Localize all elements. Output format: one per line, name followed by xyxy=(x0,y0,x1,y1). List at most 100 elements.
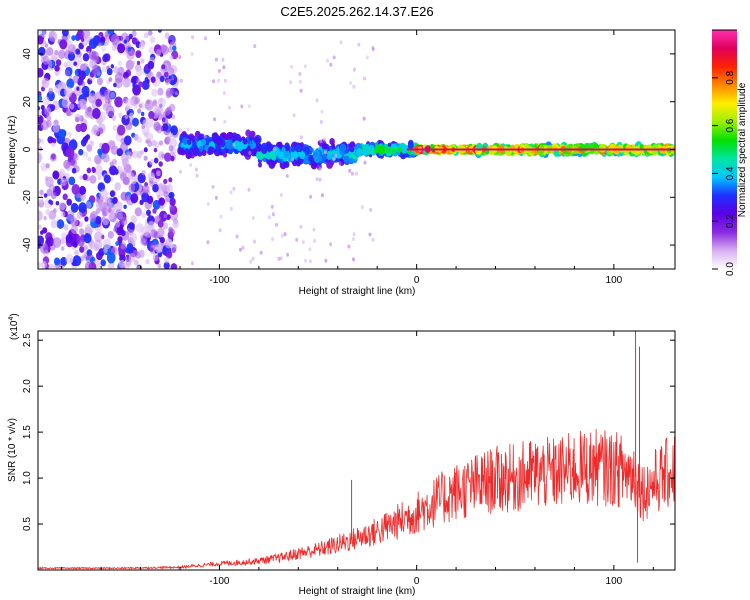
spectrogram-cell xyxy=(43,193,48,198)
spectrogram-cell xyxy=(91,64,101,75)
spectrogram-cell xyxy=(188,133,195,142)
spectrogram-cell xyxy=(78,202,87,214)
spectrogram-cell xyxy=(117,43,126,54)
spectrogram-cell xyxy=(128,33,133,40)
spectrogram-cell xyxy=(318,177,322,182)
spectrogram-cell xyxy=(86,144,93,152)
spectrogram-cell xyxy=(94,231,103,243)
spectrogram-cell xyxy=(62,193,68,201)
spectrogram-cell xyxy=(332,55,336,60)
y-tick-label: -20 xyxy=(22,190,33,205)
spectrogram-cell xyxy=(353,67,356,72)
spectrogram-cell xyxy=(164,256,170,264)
spectrogram-cell xyxy=(156,170,161,177)
spectrogram-cell xyxy=(88,50,97,61)
spectrogram-cell xyxy=(114,182,121,191)
spectrogram-cell xyxy=(308,259,312,264)
spectrogram-cell xyxy=(84,216,89,222)
spectrogram-cell xyxy=(80,196,86,202)
spectrogram-cell xyxy=(360,205,364,210)
spectrogram-cell xyxy=(149,247,154,253)
colorbar-ticks: 0.0 0.2 0.4 0.6 0.8 xyxy=(712,29,737,276)
spectrogram-cell xyxy=(107,261,115,269)
spectrogram-cell xyxy=(299,224,303,229)
x-tick-label: 0 xyxy=(414,275,420,286)
spectrogram-cell xyxy=(298,79,302,84)
spectrogram-cell xyxy=(129,232,138,243)
spectrogram-y-axis-label: Frequency (Hz) xyxy=(7,116,18,185)
spectrogram-cell xyxy=(301,240,305,245)
spectrogram-cell xyxy=(356,148,363,157)
spectrogram-cell xyxy=(48,263,56,269)
spectrogram-cell xyxy=(352,257,355,262)
spectrogram-cell xyxy=(135,50,142,58)
spectrogram-cell xyxy=(134,96,141,105)
spectrogram-cell xyxy=(224,78,227,83)
spectrogram-cell xyxy=(172,45,177,52)
spectrogram-cell xyxy=(41,77,50,89)
spectrogram-cell xyxy=(111,114,117,122)
spectrogram-cell xyxy=(79,240,85,247)
spectrogram-cell xyxy=(40,260,48,269)
spectrogram-cell xyxy=(579,143,586,153)
spectrogram-cell xyxy=(232,142,236,147)
spectrogram-cell xyxy=(71,161,75,166)
spectrogram-cell xyxy=(127,47,131,52)
spectrogram-cell xyxy=(101,46,106,52)
colorbar-tick-label: 0.2 xyxy=(725,214,736,228)
spectrogram-cell xyxy=(72,255,82,267)
spectrogram-cell xyxy=(192,148,199,157)
spectrogram-cell xyxy=(120,242,127,250)
spectrogram-cell xyxy=(289,80,293,85)
spectrogram-cell xyxy=(65,234,73,244)
spectrogram-cell xyxy=(126,61,133,70)
spectrogram-cell xyxy=(84,261,93,269)
spectrogram-cell xyxy=(132,117,139,127)
spectrogram-cell xyxy=(324,150,327,155)
spectrogram-cell xyxy=(113,226,118,233)
spectrogram-cell xyxy=(251,256,255,261)
spectrogram-cell xyxy=(299,88,303,93)
spectrogram-cell xyxy=(101,151,109,162)
spectrogram-cell xyxy=(123,135,132,146)
spectrogram-cell xyxy=(249,259,253,264)
spectrogram-cell xyxy=(102,217,109,226)
spectrogram-cell xyxy=(277,256,281,261)
spectrogram-cell xyxy=(53,257,61,266)
spectrogram-cell xyxy=(643,149,648,155)
spectrogram-cell xyxy=(250,143,255,150)
spectrogram-cell xyxy=(251,216,255,221)
spectrogram-cell xyxy=(147,220,155,231)
spectrogram-cell xyxy=(266,143,275,153)
spectrogram-cell xyxy=(89,140,94,147)
spectrogram-cell xyxy=(125,98,134,109)
spectrogram-cell xyxy=(143,32,149,39)
spectrogram-cell xyxy=(162,222,169,230)
spectrogram-cell xyxy=(107,231,114,239)
spectrogram-cell xyxy=(232,186,236,191)
spectrogram-cell xyxy=(60,246,65,251)
spectrogram-cell xyxy=(60,211,66,218)
y-tick-label: 0.5 xyxy=(22,517,33,531)
spectrogram-cell xyxy=(55,201,60,206)
spectrogram-cell xyxy=(187,139,192,146)
spectrogram-cell xyxy=(158,161,163,167)
spectrogram-cell xyxy=(159,236,165,244)
spectrogram-cell xyxy=(352,84,356,89)
spectrogram-cell xyxy=(161,153,165,159)
spectrogram-cell xyxy=(184,148,190,154)
spectrogram-cell xyxy=(97,175,102,180)
spectrogram-cell xyxy=(45,209,51,216)
spectrogram-cell xyxy=(83,151,89,158)
spectrogram-cell xyxy=(153,157,159,164)
spectrogram-cell xyxy=(368,232,372,237)
spectrogram-cell xyxy=(152,100,158,107)
spectrogram-cell xyxy=(122,77,131,88)
snr-scale-label: (x104) xyxy=(8,313,20,340)
spectrogram-cell xyxy=(107,102,112,108)
spectrogram-cell xyxy=(56,219,65,229)
colorbar: 0.0 0.2 0.4 0.6 0.8 Normalized spectral ampl… xyxy=(712,29,748,276)
spectrogram-cell xyxy=(72,75,79,84)
spectrogram-cell xyxy=(248,150,252,155)
